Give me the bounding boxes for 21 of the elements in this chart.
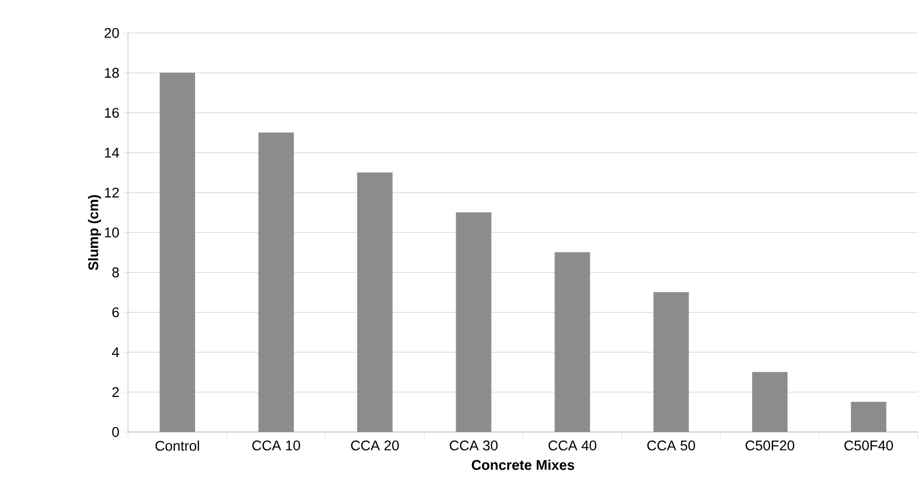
x-tick-label: C50F20 xyxy=(746,440,794,450)
y-tick-label: 4 xyxy=(112,347,120,358)
x-tick-label: CCA 50 xyxy=(647,440,696,450)
y-tick-label: 14 xyxy=(104,148,120,158)
y-tick-label: 16 xyxy=(104,108,119,118)
y-axis-title: Slump (cm) xyxy=(88,195,102,270)
x-tick-label: CCA 10 xyxy=(252,440,300,450)
x-tick-label: CCA 20 xyxy=(351,440,399,450)
x-tick-label: C50F40 xyxy=(844,440,893,450)
y-tick-label: 10 xyxy=(104,228,119,238)
y-tick-label: 12 xyxy=(104,188,119,198)
y-tick-label: 8 xyxy=(112,267,119,278)
y-tick-label: 6 xyxy=(112,307,119,318)
x-tick-label: Control xyxy=(156,440,200,451)
y-tick-label: 18 xyxy=(104,68,119,78)
x-tick-label: CCA 40 xyxy=(548,440,596,450)
y-tick-label: 20 xyxy=(104,28,119,38)
x-tick-label: CCA 30 xyxy=(450,440,498,450)
y-tick-label: 2 xyxy=(112,387,119,397)
x-axis-title: Concrete Mixes xyxy=(472,460,574,470)
y-tick-label: 0 xyxy=(112,427,119,437)
